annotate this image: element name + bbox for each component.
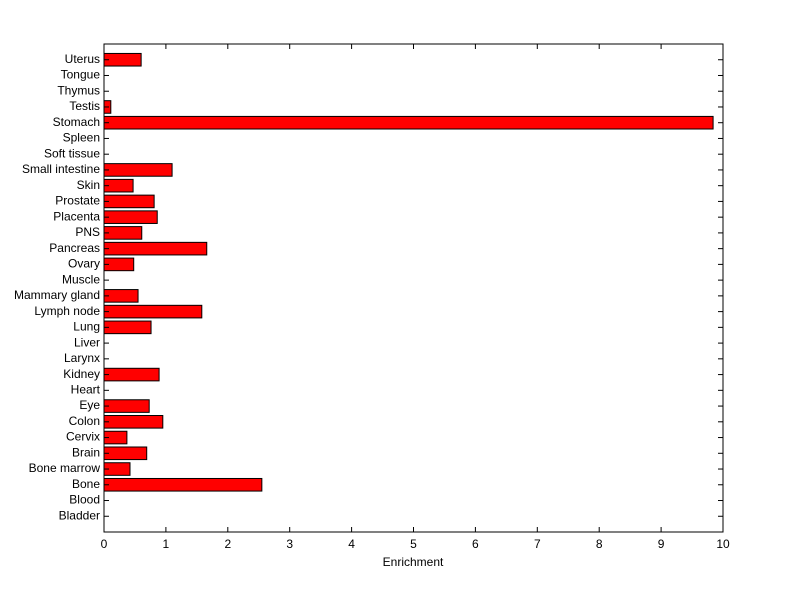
y-tick-label: Thymus — [57, 83, 100, 97]
x-tick-label: 1 — [163, 537, 170, 551]
y-tick-label: PNS — [75, 225, 100, 239]
x-tick-label: 8 — [596, 537, 603, 551]
y-tick-label: Spleen — [63, 131, 100, 145]
y-tick-label: Larynx — [64, 351, 100, 365]
plot-frame — [103, 43, 724, 533]
x-axis-label: Enrichment — [383, 555, 444, 569]
bar — [103, 226, 143, 240]
y-tick-label: Liver — [74, 335, 100, 349]
x-tick-label: 10 — [716, 537, 730, 551]
x-tick-label: 6 — [472, 537, 479, 551]
y-tick-label: Bone marrow — [29, 461, 101, 475]
bar — [103, 194, 155, 209]
y-tick-label: Small intestine — [22, 162, 100, 176]
y-tick-label: Placenta — [53, 209, 100, 223]
bar — [103, 304, 203, 319]
bar — [103, 210, 158, 224]
bar — [103, 446, 148, 461]
y-tick-label: Soft tissue — [44, 146, 100, 160]
y-tick-label: Bladder — [59, 508, 100, 522]
x-tick-label: 4 — [348, 537, 355, 551]
y-tick-label: Brain — [72, 445, 100, 459]
x-tick-label: 7 — [534, 537, 541, 551]
x-tick-label: 2 — [224, 537, 231, 551]
bar — [103, 289, 139, 303]
bar — [103, 415, 164, 429]
y-tick-label: Stomach — [53, 115, 100, 129]
y-tick-label: Prostate — [55, 194, 100, 208]
bar — [103, 399, 150, 413]
y-tick-label: Cervix — [66, 430, 100, 444]
y-tick-label: Pancreas — [49, 241, 100, 255]
y-tick-label: Skin — [77, 178, 100, 192]
y-tick-label: Muscle — [62, 272, 100, 286]
bar — [103, 115, 714, 130]
y-tick-label: Eye — [79, 398, 100, 412]
y-tick-label: Kidney — [63, 367, 100, 381]
bar — [103, 241, 208, 256]
bar — [103, 367, 160, 382]
y-tick-label: Heart — [71, 382, 101, 396]
x-tick-label: 3 — [286, 537, 293, 551]
y-tick-label: Bone — [72, 477, 100, 491]
y-tick-label: Ovary — [68, 257, 100, 271]
y-tick-label: Mammary gland — [14, 288, 100, 302]
x-tick-label: 9 — [658, 537, 665, 551]
y-tick-label: Tongue — [61, 68, 101, 82]
bar — [103, 477, 263, 492]
bar — [103, 320, 152, 335]
y-tick-label: Uterus — [65, 52, 100, 66]
bar — [103, 52, 142, 67]
y-tick-label: Colon — [69, 414, 100, 428]
y-tick-label: Lymph node — [34, 304, 100, 318]
x-tick-label: 0 — [101, 537, 108, 551]
y-tick-label: Blood — [69, 493, 100, 507]
bar — [103, 163, 173, 177]
y-tick-label: Lung — [73, 320, 100, 334]
y-tick-label: Testis — [69, 99, 100, 113]
x-tick-label: 5 — [410, 537, 417, 551]
